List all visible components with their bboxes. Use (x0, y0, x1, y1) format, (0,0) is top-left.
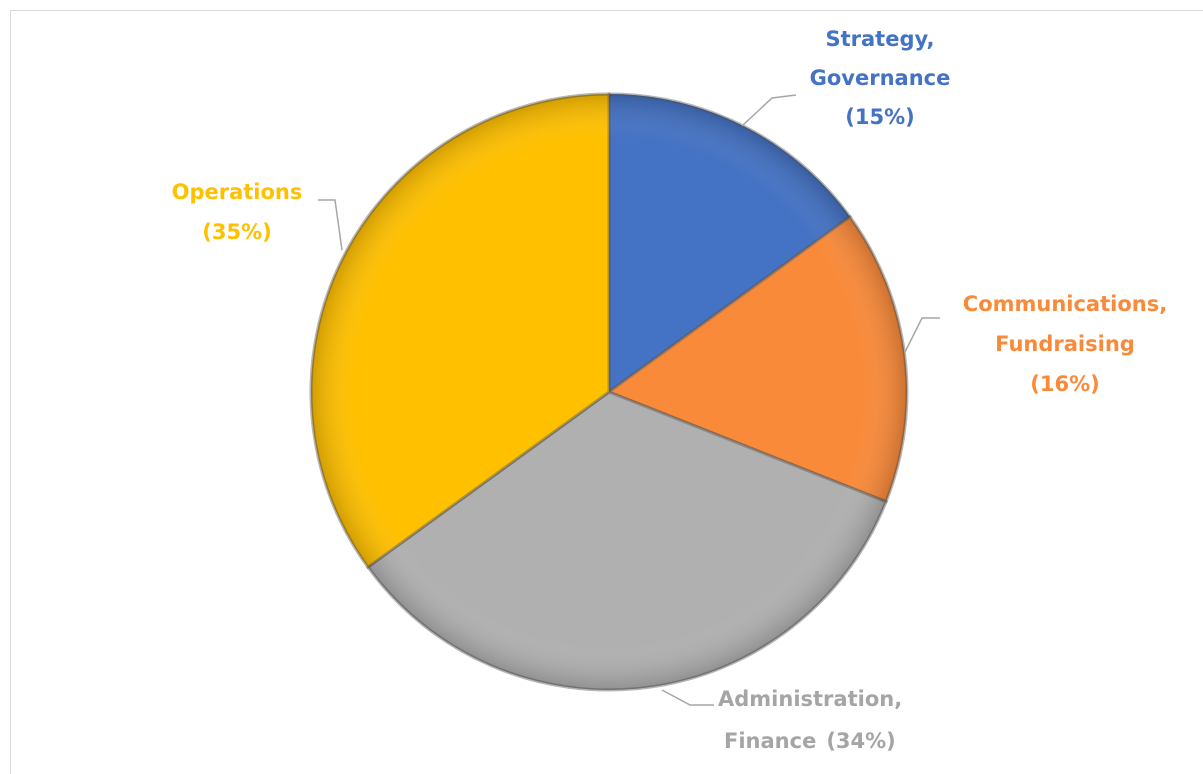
data-label-category: Administration, Finance (718, 687, 902, 753)
data-label-value: (35%) (202, 220, 271, 244)
label-line: Finance (724, 729, 816, 753)
leader-line (661, 689, 714, 706)
data-label-category: Operations (172, 180, 303, 204)
data-label-category: Communications, Fundraising (963, 292, 1167, 356)
data-label-category: Strategy, Governance (810, 27, 951, 90)
data-label-value: (16%) (1030, 372, 1099, 396)
label-line: Operations (172, 180, 303, 204)
data-label-value: (34%) (826, 729, 895, 753)
leader-line (741, 94, 797, 127)
label-line: Administration, (718, 687, 902, 711)
leader-line (318, 199, 343, 251)
leader-line (904, 317, 940, 353)
label-line: Governance (810, 66, 951, 90)
label-line: Fundraising (995, 332, 1135, 356)
label-line: Strategy, (825, 27, 934, 51)
data-label-value: (15%) (845, 105, 914, 129)
label-line: Communications, (963, 292, 1167, 316)
